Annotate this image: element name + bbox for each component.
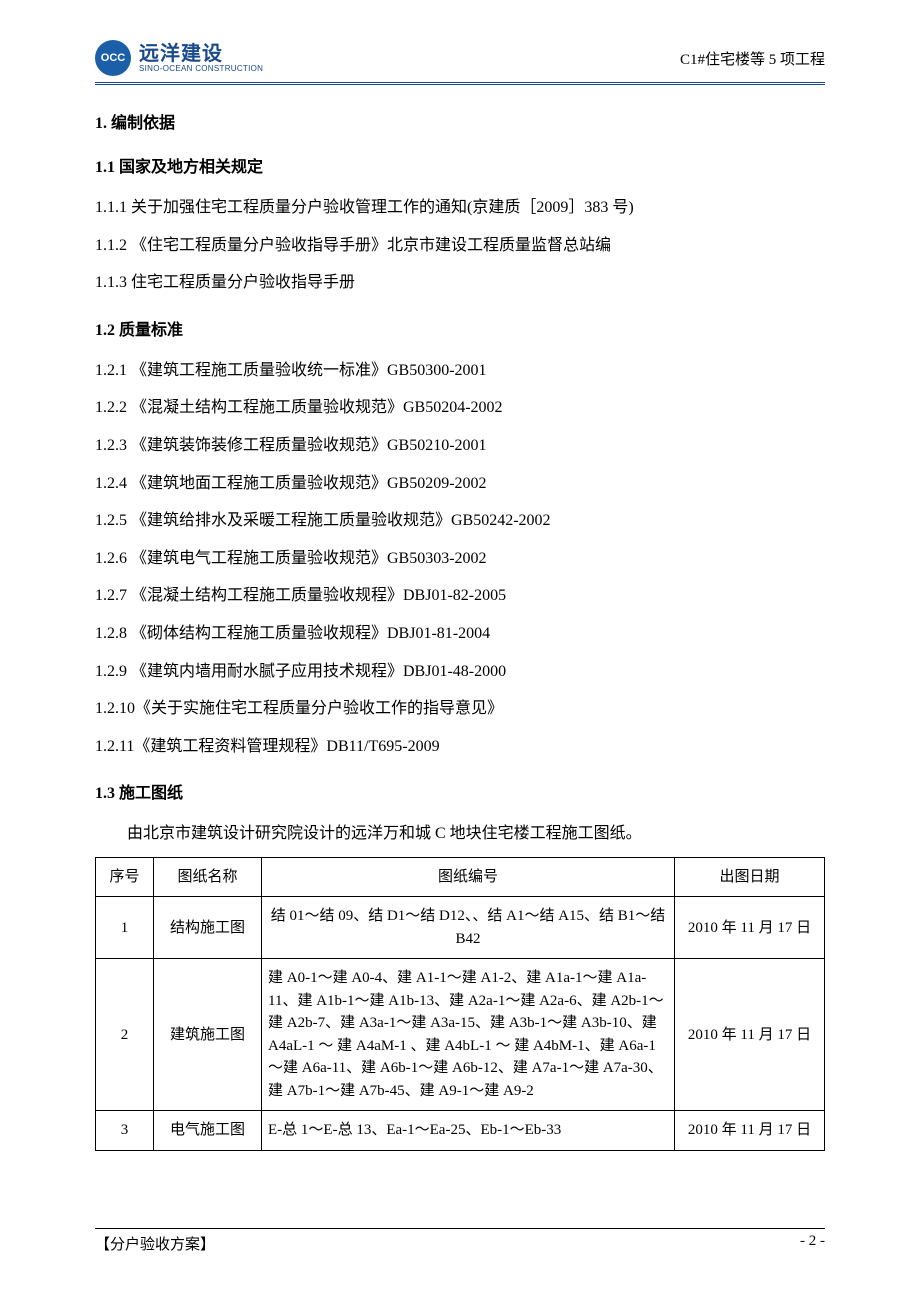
document-page: OCC 远洋建设 SINO-OCEAN CONSTRUCTION C1#住宅楼等… — [0, 0, 920, 1191]
list-item: 1.2.1 《建筑工程施工质量验收统一标准》GB50300-2001 — [95, 358, 825, 384]
cell-name: 结构施工图 — [154, 897, 262, 959]
drawings-table: 序号 图纸名称 图纸编号 出图日期 1 结构施工图 结 01～结 09、结 D1… — [95, 857, 825, 1151]
list-item: 1.2.9 《建筑内墙用耐水腻子应用技术规程》DBJ01-48-2000 — [95, 659, 825, 685]
header-project-title: C1#住宅楼等 5 项工程 — [680, 48, 825, 69]
cell-seq: 2 — [96, 959, 154, 1111]
list-item: 1.2.10《关于实施住宅工程质量分户验收工作的指导意见》 — [95, 696, 825, 722]
section-1-title: 1. 编制依据 — [95, 109, 825, 133]
section-1-1-title: 1.1 国家及地方相关规定 — [95, 153, 825, 177]
list-item: 1.2.8 《砌体结构工程施工质量验收规程》DBJ01-81-2004 — [95, 621, 825, 647]
section-1-2-title: 1.2 质量标准 — [95, 316, 825, 340]
table-header-row: 序号 图纸名称 图纸编号 出图日期 — [96, 857, 825, 897]
table-row: 1 结构施工图 结 01～结 09、结 D1～结 D12、、结 A1～结 A15… — [96, 897, 825, 959]
list-item: 1.2.7 《混凝土结构工程施工质量验收规程》DBJ01-82-2005 — [95, 583, 825, 609]
list-item: 1.2.5 《建筑给排水及采暖工程施工质量验收规范》GB50242-2002 — [95, 508, 825, 534]
list-item: 1.2.3 《建筑装饰装修工程质量验收规范》GB50210-2001 — [95, 433, 825, 459]
logo-cn: 远洋建设 — [139, 43, 263, 65]
list-item: 1.2.11《建筑工程资料管理规程》DB11/T695-2009 — [95, 734, 825, 760]
cell-name: 建筑施工图 — [154, 959, 262, 1111]
list-item: 1.1.2 《住宅工程质量分户验收指导手册》北京市建设工程质量监督总站编 — [95, 233, 825, 259]
table-row: 2 建筑施工图 建 A0-1～建 A0-4、建 A1-1～建 A1-2、建 A1… — [96, 959, 825, 1111]
cell-seq: 3 — [96, 1111, 154, 1151]
section-1-3-intro: 由北京市建筑设计研究院设计的远洋万和城 C 地块住宅楼工程施工图纸。 — [95, 821, 825, 847]
logo-block: OCC 远洋建设 SINO-OCEAN CONSTRUCTION — [95, 40, 263, 76]
table-header-code: 图纸编号 — [262, 857, 675, 897]
cell-seq: 1 — [96, 897, 154, 959]
cell-date: 2010 年 11 月 17 日 — [675, 897, 825, 959]
table-header-seq: 序号 — [96, 857, 154, 897]
footer-left: 【分户验收方案】 — [95, 1233, 215, 1254]
list-item: 1.2.6 《建筑电气工程施工质量验收规范》GB50303-2002 — [95, 546, 825, 572]
logo-icon: OCC — [95, 40, 131, 76]
list-item: 1.1.3 住宅工程质量分户验收指导手册 — [95, 270, 825, 296]
table-header-name: 图纸名称 — [154, 857, 262, 897]
logo-text: 远洋建设 SINO-OCEAN CONSTRUCTION — [139, 43, 263, 74]
footer-right: - 2 - — [800, 1233, 825, 1254]
cell-date: 2010 年 11 月 17 日 — [675, 959, 825, 1111]
page-footer: 【分户验收方案】 - 2 - — [95, 1228, 825, 1254]
list-item: 1.2.2 《混凝土结构工程施工质量验收规范》GB50204-2002 — [95, 395, 825, 421]
cell-code: 建 A0-1～建 A0-4、建 A1-1～建 A1-2、建 A1a-1～建 A1… — [262, 959, 675, 1111]
cell-date: 2010 年 11 月 17 日 — [675, 1111, 825, 1151]
cell-code: E-总 1～E-总 13、Ea-1～Ea-25、Eb-1～Eb-33 — [262, 1111, 675, 1151]
cell-code: 结 01～结 09、结 D1～结 D12、、结 A1～结 A15、结 B1～结 … — [262, 897, 675, 959]
logo-en: SINO-OCEAN CONSTRUCTION — [139, 65, 263, 74]
cell-name: 电气施工图 — [154, 1111, 262, 1151]
list-item: 1.1.1 关于加强住宅工程质量分户验收管理工作的通知(京建质［2009］383… — [95, 195, 825, 221]
table-row: 3 电气施工图 E-总 1～E-总 13、Ea-1～Ea-25、Eb-1～Eb-… — [96, 1111, 825, 1151]
table-header-date: 出图日期 — [675, 857, 825, 897]
list-item: 1.2.4 《建筑地面工程施工质量验收规范》GB50209-2002 — [95, 471, 825, 497]
page-header: OCC 远洋建设 SINO-OCEAN CONSTRUCTION C1#住宅楼等… — [95, 40, 825, 85]
section-1-3-title: 1.3 施工图纸 — [95, 779, 825, 803]
